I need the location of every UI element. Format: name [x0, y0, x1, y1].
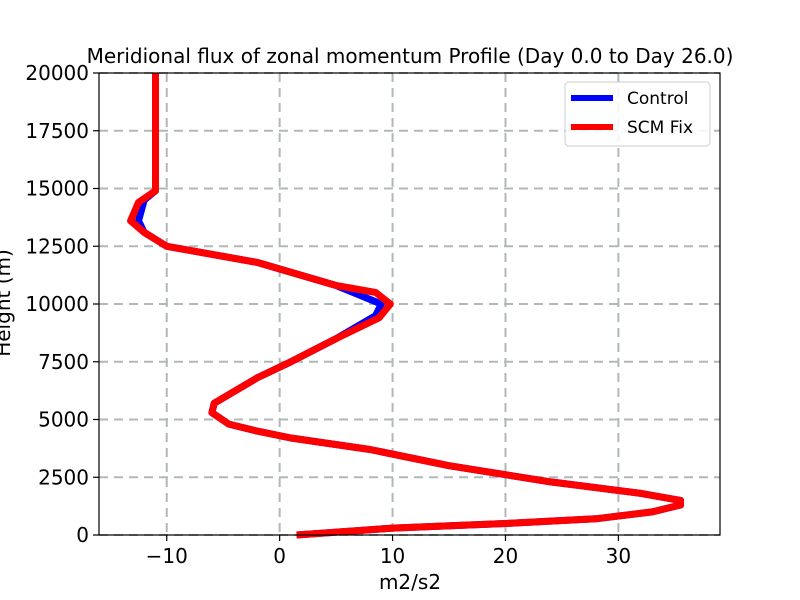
y-tick-label: 17500	[25, 119, 89, 143]
y-tick-label: 15000	[25, 177, 89, 201]
x-tick-label: 0	[273, 544, 286, 568]
y-tick-label: 20000	[25, 61, 89, 85]
y-axis-label: Height (m)	[0, 249, 15, 357]
x-tick-label: 20	[493, 544, 518, 568]
y-tick-label: 7500	[38, 350, 89, 374]
y-tick-label: 0	[76, 523, 89, 547]
legend: Control SCM Fix	[564, 81, 711, 147]
x-tick-label: −10	[146, 544, 188, 568]
legend-label-scm-fix: SCM Fix	[627, 118, 693, 138]
x-tick-label: 30	[606, 544, 631, 568]
y-tick-label: 12500	[25, 234, 89, 258]
series-line-scm-fix	[127, 73, 684, 539]
series-lines	[127, 73, 684, 539]
chart-title: Meridional flux of zonal momentum Profil…	[87, 44, 734, 68]
y-tick-label: 5000	[38, 408, 89, 432]
legend-label-control: Control	[627, 89, 688, 109]
x-axis-label: m2/s2	[379, 570, 441, 594]
x-tick-label: 10	[380, 544, 405, 568]
y-tick-label: 2500	[38, 465, 89, 489]
y-tick-label: 10000	[25, 292, 89, 316]
axes: −10 0 10 20 30 0 2500 5000 7500 10000 12500 15000 17…	[25, 61, 721, 568]
